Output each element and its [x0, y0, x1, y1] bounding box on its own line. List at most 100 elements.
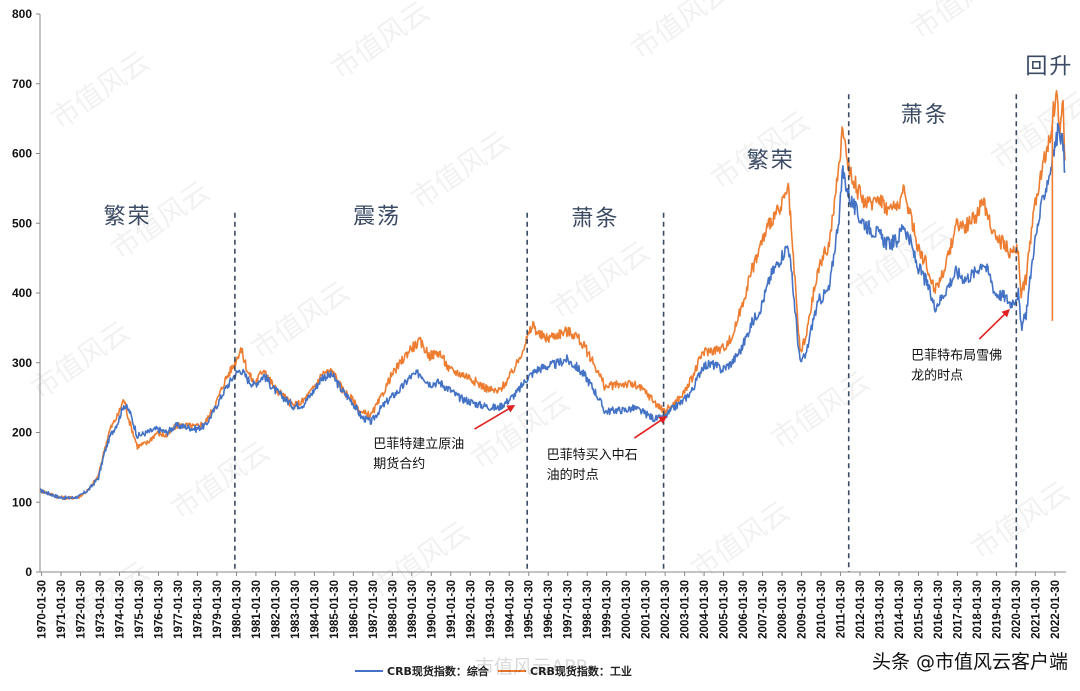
x-tick-label: 2010-01-30 — [816, 580, 828, 639]
x-tick-label: 1988-01-30 — [387, 580, 399, 639]
x-tick-label: 1990-01-30 — [426, 580, 438, 639]
watermark-text: 市值风云 — [365, 514, 476, 605]
watermark-text: 市值风云 — [905, 0, 1016, 46]
annotation-text: 巴菲特布局雪佛 — [911, 348, 1002, 363]
x-tick-label: 2011-01-30 — [836, 580, 848, 638]
x-tick-label: 2015-01-30 — [913, 580, 925, 639]
watermark-text: 市值风云 — [545, 234, 656, 325]
app-watermark: 市值风云APP — [475, 656, 587, 678]
x-tick-label: 1992-01-30 — [465, 580, 477, 639]
x-axis: 1970-01-30 1971-01-30 1972-01-30 1973-01-30… — [37, 571, 1066, 639]
x-tick-label: 1970-01-30 — [37, 580, 49, 639]
y-tick-label: 600 — [12, 147, 32, 161]
x-tick-label: 1994-01-30 — [504, 580, 516, 639]
phase-label: 震荡 — [353, 204, 401, 229]
x-tick-label: 1981-01-30 — [251, 580, 263, 639]
x-tick-label: 1991-01-30 — [446, 580, 458, 639]
x-tick-label: 2012-01-30 — [855, 580, 867, 639]
x-tick-label: 1984-01-30 — [309, 580, 321, 639]
annotation-arrow — [978, 309, 1010, 340]
annotation-text: 巴菲特建立原油 — [373, 437, 464, 452]
phase-label: 繁荣 — [104, 204, 152, 229]
x-tick-label: 2006-01-30 — [738, 580, 750, 639]
x-tick-label: 1985-01-30 — [329, 580, 341, 639]
x-tick-label: 1999-01-30 — [602, 580, 614, 639]
x-tick-label: 1995-01-30 — [524, 580, 536, 639]
y-tick-label: 100 — [12, 495, 32, 509]
x-tick-label: 1971-01-30 — [56, 580, 68, 639]
x-tick-label: 1983-01-30 — [290, 580, 302, 639]
watermark-text: 市值风云 — [165, 434, 276, 525]
x-tick-label: 1976-01-30 — [153, 580, 165, 639]
watermark-text: 市值风云 — [985, 84, 1080, 175]
x-tick-label: 1975-01-30 — [134, 580, 146, 639]
x-tick-label: 1980-01-30 — [231, 580, 243, 639]
x-tick-label: 1989-01-30 — [407, 580, 419, 639]
x-tick-label: 1977-01-30 — [173, 580, 185, 639]
source-credit: 头条 @市值风云客户端 — [872, 651, 1068, 673]
x-tick-label: 1998-01-30 — [582, 580, 594, 639]
x-tick-label: 2013-01-30 — [875, 580, 887, 639]
plot-area — [39, 90, 1066, 501]
x-tick-label: 1979-01-30 — [212, 580, 224, 639]
y-tick-label: 200 — [12, 426, 32, 440]
x-tick-label: 2009-01-30 — [797, 580, 809, 639]
phase-label: 繁荣 — [747, 148, 795, 173]
y-tick-label: 800 — [12, 7, 32, 21]
x-tick-label: 2016-01-30 — [933, 580, 945, 639]
annotation-arrow — [633, 416, 668, 439]
phase-label: 萧条 — [571, 206, 619, 231]
x-tick-label: 2002-01-30 — [660, 580, 672, 639]
x-tick-label: 1986-01-30 — [348, 580, 360, 639]
x-tick-label: 2022-01-30 — [1050, 580, 1062, 639]
x-tick-label: 2007-01-30 — [758, 580, 770, 639]
x-tick-label: 1973-01-30 — [95, 580, 107, 639]
legend-label: CRB现货指数：综合 — [387, 664, 490, 678]
y-tick-label: 500 — [12, 216, 32, 230]
x-tick-label: 2014-01-30 — [894, 580, 906, 639]
series-line-composite — [39, 122, 1066, 501]
annotation-text: 油的时点 — [547, 467, 599, 483]
watermark-text: 市值风云 — [765, 364, 876, 455]
x-tick-label: 2008-01-30 — [777, 580, 789, 639]
phase-label: 萧条 — [901, 103, 949, 128]
y-tick-label: 300 — [12, 356, 32, 370]
watermark-text: 市值风云 — [25, 314, 136, 405]
x-tick-label: 2001-01-30 — [641, 580, 653, 639]
footer: 头条 @市值风云客户端 市值风云APP — [475, 651, 1068, 678]
y-tick-label: 700 — [12, 77, 32, 91]
x-tick-label: 2005-01-30 — [719, 580, 731, 639]
annotation-text: 龙的时点 — [911, 367, 963, 383]
x-tick-label: 1996-01-30 — [543, 580, 555, 639]
x-tick-label: 1993-01-30 — [485, 580, 497, 639]
x-tick-label: 2004-01-30 — [699, 580, 711, 639]
x-tick-label: 1982-01-30 — [270, 580, 282, 639]
x-tick-label: 1974-01-30 — [115, 580, 127, 639]
chart-annotations: 繁荣 震荡 萧条繁荣萧条回升巴菲特建立原油期货合约巴菲特买入中石油的时点巴菲特布局雪… — [104, 54, 1071, 572]
y-tick-label: 0 — [25, 565, 32, 579]
y-axis: 0 100 200 300 400 500 600 700 800 — [12, 7, 41, 579]
x-tick-label: 2021-01-30 — [1030, 580, 1042, 639]
x-tick-label: 2020-01-30 — [1011, 580, 1023, 639]
annotation-text: 巴菲特买入中石 — [547, 448, 638, 463]
x-tick-label: 2019-01-30 — [991, 580, 1003, 639]
watermark-text: 市值风云 — [325, 0, 436, 86]
x-tick-label: 1972-01-30 — [76, 580, 88, 639]
watermark-text: 市值风云 — [245, 274, 356, 365]
x-tick-label: 1978-01-30 — [192, 580, 204, 639]
watermark-text: 市值风云 — [405, 124, 516, 215]
watermark-text: 市值风云 — [965, 474, 1076, 565]
legend-label: CRB现货指数：工业 — [530, 664, 632, 678]
series-line-industrial — [39, 90, 1066, 501]
watermark-text: 市值风云 — [845, 214, 956, 305]
y-tick-label: 400 — [12, 286, 32, 300]
watermark-text: 市值风云 — [45, 44, 156, 135]
legend: CRB现货指数：综合 CRB现货指数：工业 — [355, 664, 632, 678]
x-tick-label: 2003-01-30 — [680, 580, 692, 639]
annotation-text: 期货合约 — [373, 456, 425, 472]
x-tick-label: 1997-01-30 — [563, 580, 575, 639]
annotation-arrow — [474, 404, 516, 430]
watermark-text: 市值风云 — [625, 0, 736, 66]
